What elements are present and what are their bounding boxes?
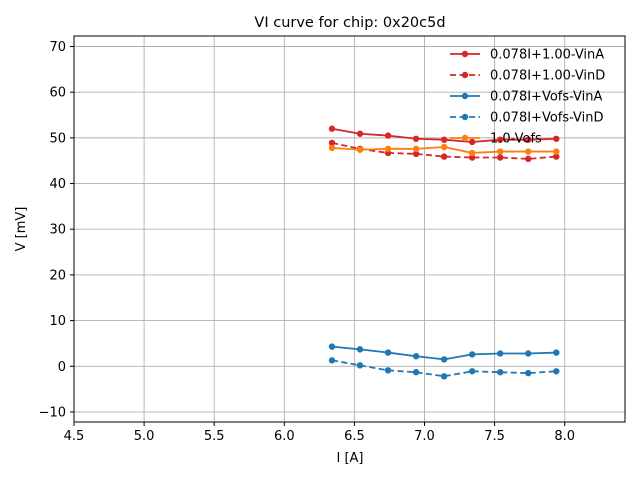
chart-title: VI curve for chip: 0x20c5d (254, 15, 445, 31)
data-point (468, 138, 476, 146)
data-point (440, 143, 448, 151)
data-point (440, 373, 448, 380)
data-point (328, 125, 336, 132)
x-tick-label: 8.0 (554, 429, 575, 444)
data-point (440, 356, 448, 363)
data-point (525, 155, 532, 163)
legend-marker (461, 134, 469, 142)
x-tick-label: 4.5 (64, 429, 85, 444)
data-point (384, 145, 392, 153)
data-point (553, 148, 560, 155)
legend-marker (461, 50, 469, 58)
legend-item: 0.078I+Vofs-VinD (450, 111, 604, 126)
data-point (440, 153, 448, 160)
legend-marker (461, 92, 469, 100)
data-point (412, 135, 420, 142)
series-0-078i-vofs-vina (328, 343, 560, 363)
data-point (468, 368, 476, 375)
series-1-0-vofs (328, 143, 560, 157)
data-point (468, 149, 476, 157)
y-tick-label: 60 (49, 86, 66, 101)
data-point (468, 351, 476, 358)
data-point (497, 350, 504, 357)
legend: 0.078I+1.00-VinA 0.078I+1.00-VinD 0.078I+V… (450, 48, 605, 147)
data-point (328, 139, 336, 147)
y-tick-label: −10 (39, 405, 66, 420)
grid (73, 36, 625, 422)
data-point (553, 135, 560, 142)
data-point (497, 136, 504, 143)
y-axis-label: V [mV] (14, 207, 29, 252)
legend-label: 0.078I+1.00-VinA (490, 48, 604, 63)
data-point (412, 145, 420, 153)
legend-item: 1.0-Vofs (450, 132, 542, 147)
data-point (356, 146, 364, 153)
x-axis-label: I [A] (336, 451, 363, 466)
legend-label: 0.078I+Vofs-VinA (490, 90, 603, 105)
data-point (412, 150, 420, 158)
data-point (384, 367, 392, 374)
data-point (553, 349, 560, 356)
data-point (497, 148, 504, 155)
data-point (356, 130, 364, 137)
series-0-078i-1-00-vina (328, 125, 560, 146)
data-point (525, 148, 532, 155)
data-point (328, 357, 336, 364)
ticks: 4.5 5.0 5.5 6.0 6.5 7.0 7.5 8.0 −10 0 10 20 30 40 50 60… (39, 40, 575, 444)
y-tick-label: 0 (58, 360, 66, 375)
series-0-078i-vofs-vind (328, 357, 560, 380)
data-point (384, 132, 392, 139)
x-tick-label: 7.0 (414, 429, 435, 444)
data-point (440, 136, 448, 143)
legend-item: 0.078I+Vofs-VinA (450, 90, 603, 105)
data-point (525, 369, 532, 377)
data-point (412, 353, 420, 360)
legend-item: 0.078I+1.00-VinA (450, 48, 604, 63)
legend-item: 0.078I+1.00-VinD (450, 69, 605, 84)
x-tick-label: 5.5 (204, 429, 225, 444)
data-point (328, 343, 336, 350)
x-tick-label: 6.5 (344, 429, 365, 444)
series-layer (328, 125, 560, 380)
y-tick-label: 30 (49, 223, 66, 238)
legend-label: 0.078I+Vofs-VinD (490, 111, 604, 126)
legend-marker (461, 71, 469, 79)
data-point (356, 346, 364, 353)
y-tick-label: 50 (49, 131, 66, 146)
y-tick-label: 40 (49, 177, 66, 192)
data-point (553, 153, 560, 160)
data-point (525, 136, 532, 143)
x-tick-label: 7.5 (484, 429, 505, 444)
x-tick-label: 6.0 (274, 429, 295, 444)
y-tick-label: 20 (49, 268, 66, 283)
data-point (328, 144, 336, 152)
legend-marker (461, 113, 469, 121)
y-tick-label: 70 (49, 40, 66, 55)
x-tick-label: 5.0 (134, 429, 155, 444)
data-point (384, 349, 392, 356)
data-point (553, 368, 560, 375)
data-point (497, 369, 504, 376)
data-point (497, 154, 504, 161)
legend-label: 1.0-Vofs (490, 132, 542, 147)
data-point (356, 362, 364, 369)
data-point (412, 369, 420, 376)
y-tick-label: 10 (49, 314, 66, 329)
data-point (525, 350, 532, 357)
legend-label: 0.078I+1.00-VinD (490, 69, 605, 84)
data-point (468, 154, 476, 161)
